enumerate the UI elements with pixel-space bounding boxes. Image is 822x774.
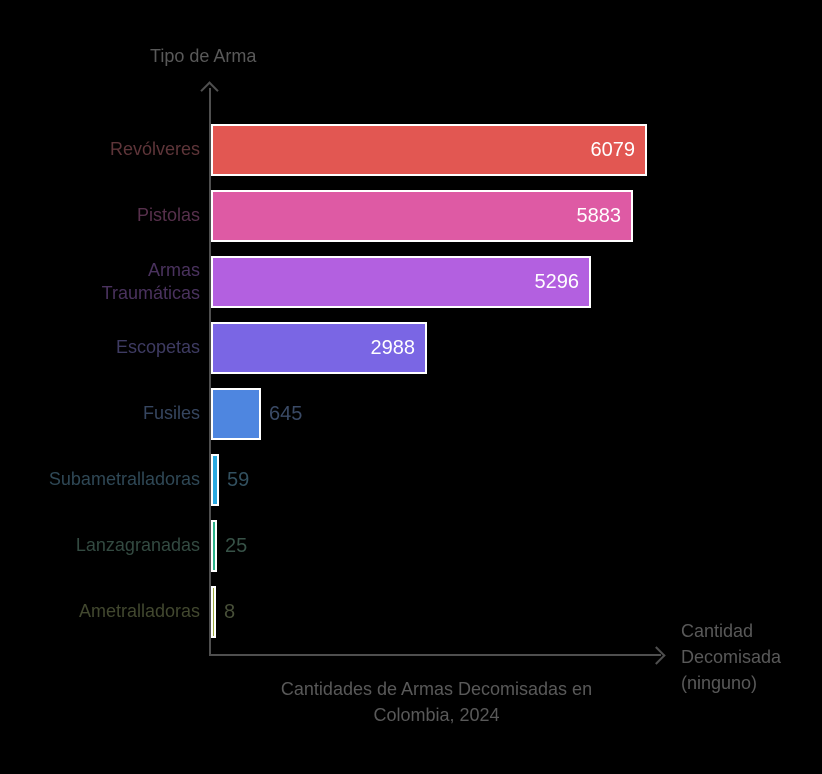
bar-row: 59 [211,454,249,506]
category-label: Revólveres [109,139,200,160]
bar-row: 8 [211,586,235,638]
bar-0: 6079 [211,124,647,176]
category-label: Ametralladoras [78,601,200,622]
bar-value: 2988 [370,336,416,359]
category-label: Escopetas [115,337,200,358]
bar-value: 5296 [534,270,580,293]
bar-value: 645 [269,402,303,425]
y-axis-arrow-icon [200,81,219,100]
bar-value: 59 [227,468,250,491]
bar-value: 8 [224,600,236,623]
bar-5 [211,454,219,506]
category-label: Armas Traumáticas [101,259,200,303]
bar-4 [211,388,261,440]
bar-7 [211,586,216,638]
category-label: Lanzagranadas [75,535,200,556]
bar-1: 5883 [211,190,633,242]
bar-row: 2988 [211,322,427,374]
category-label: Fusiles [142,403,200,424]
category-label: Pistolas [136,205,200,226]
x-axis-title: Cantidad Decomisada (ninguno) [681,621,782,693]
bar-row: 5296 [211,256,591,308]
y-axis-line [209,88,211,656]
y-axis-title: Tipo de Arma [150,46,257,66]
bar-row: 645 [211,388,302,440]
bar-row: 5883 [211,190,633,242]
bar-value: 6079 [590,138,636,161]
x-axis-arrow-icon [647,646,666,665]
chart-title: Cantidades de Armas Decomisadas en Colom… [280,679,593,725]
bar-value: 25 [225,534,248,557]
bar-row: 6079 [211,124,647,176]
category-label: Subametralladoras [48,469,200,490]
bar-3: 2988 [211,322,427,374]
bar-2: 5296 [211,256,591,308]
bar-row: 25 [211,520,247,572]
bar-value: 5883 [576,204,622,227]
bar-6 [211,520,217,572]
x-axis-line [209,654,661,656]
